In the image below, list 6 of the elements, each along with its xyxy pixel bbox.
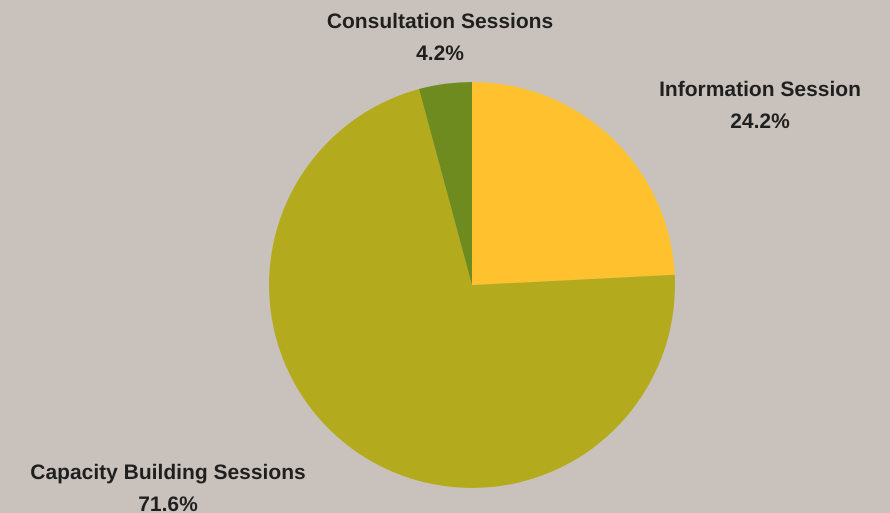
data-label: 71.6% <box>138 492 198 513</box>
slice-label: Information Session <box>659 78 861 101</box>
slice-label: Consultation Sessions <box>326 10 554 33</box>
data-label: 24.2% <box>730 110 790 133</box>
slice-label: Capacity Building Sessions <box>30 460 306 484</box>
data-label: 4.2% <box>416 42 464 65</box>
